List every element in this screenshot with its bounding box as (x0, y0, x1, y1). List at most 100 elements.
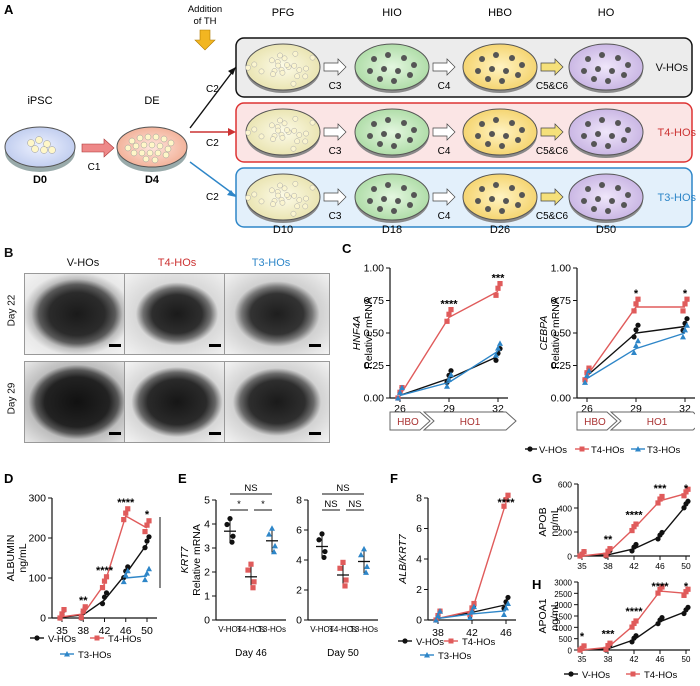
cell-dot (277, 52, 283, 59)
data-point (659, 529, 665, 536)
y-tick-label: 2 (204, 567, 210, 579)
legend-label-v: V-HOs (539, 445, 567, 456)
y-tick-label: 6 (296, 525, 302, 537)
data-point (433, 617, 439, 623)
significance-label: * (145, 509, 150, 521)
data-point (399, 384, 405, 391)
day-label-d26: D26 (490, 224, 510, 235)
stage-bar-ho1 (422, 411, 517, 431)
organoid-dot (489, 131, 495, 137)
organoid-dot (475, 133, 481, 139)
panel-a-schematic: A iPSC DE PFG HIO HBO HO D0 D4 D10 D18 D… (4, 2, 697, 235)
cell-dot (245, 194, 251, 201)
y-axis-label: APOB (537, 507, 549, 536)
data-point (629, 527, 635, 534)
x-tick-label: 35 (577, 561, 587, 571)
data-point (684, 322, 690, 328)
organoid-dot (367, 68, 373, 74)
significance-label: NS (348, 499, 361, 510)
data-point (631, 308, 637, 314)
organoid-dot (475, 68, 481, 74)
data-point (103, 574, 110, 580)
data-point (125, 506, 131, 512)
x-tick-label: 42 (630, 655, 639, 664)
stage-label-ho: HO (598, 7, 615, 19)
dish-icon-de (116, 126, 188, 172)
y-tick-label: 8 (416, 493, 422, 505)
step-label-c1: C1 (88, 162, 101, 173)
data-point (633, 327, 639, 333)
x-tick-label: 32 (679, 403, 691, 415)
data-point (495, 345, 501, 351)
data-point (497, 281, 503, 287)
culture-dish-icon (245, 43, 321, 91)
organoid-dot (625, 62, 631, 68)
legend-marker (448, 638, 454, 644)
data-point (586, 367, 592, 374)
y-tick-label: 1500 (554, 613, 572, 622)
x-tick-label: 50 (682, 655, 691, 664)
step-label: C4 (438, 211, 451, 222)
legend-marker (568, 671, 574, 677)
panel-label-c: C (342, 241, 352, 256)
data-point (682, 326, 688, 333)
stage-bar-hbo (389, 411, 431, 431)
organoid-dot (615, 185, 621, 191)
organoid-dot (503, 133, 509, 139)
organoid-dot (609, 198, 615, 204)
data-point (103, 590, 110, 596)
organoid-dot (395, 68, 401, 74)
significance-label: *** (492, 272, 506, 284)
series-line-t3-hos (399, 350, 499, 397)
y-tick-label: 0.75 (551, 295, 572, 307)
step-arrow-icon (323, 58, 347, 76)
organoid-dot (585, 56, 591, 62)
data-point (80, 608, 86, 614)
organoid-dot (493, 182, 499, 188)
micrograph-t3-day29 (224, 361, 330, 443)
organoid-dot (519, 62, 525, 68)
y-tick-label: 5 (204, 495, 210, 507)
cell-dot (303, 130, 309, 137)
cell-dot (294, 73, 300, 80)
significance-label: * (684, 581, 689, 593)
cell-dot (294, 203, 300, 210)
data-point (146, 534, 152, 540)
organoid-dot (395, 133, 401, 139)
cell-dot (275, 127, 282, 134)
step-label: C3 (329, 81, 342, 92)
significance-label: *** (654, 483, 668, 495)
y-tick-label: 0.25 (364, 360, 385, 372)
data-point (681, 505, 687, 511)
legend-label-t4: T4-HOs (462, 637, 496, 648)
organoid-dot (391, 208, 397, 214)
y-tick-label: 1.00 (551, 263, 572, 275)
data-point (337, 565, 343, 571)
organoid-dot (485, 76, 491, 82)
data-point (629, 548, 635, 554)
data-point (342, 583, 348, 589)
legend-label-v: V-HOs (582, 670, 610, 681)
data-point (316, 537, 322, 543)
data-point (469, 607, 475, 614)
data-point (142, 545, 148, 551)
x-tick-label: 46 (120, 625, 132, 637)
significance-label: NS (336, 483, 349, 494)
cell-dot (251, 126, 258, 133)
cell-dot (292, 115, 299, 122)
organoid-dot (395, 198, 401, 204)
data-point (631, 349, 637, 355)
legend-marker (34, 635, 40, 641)
culture-dish-icon (245, 173, 321, 221)
cell-dot (284, 192, 290, 198)
data-point (505, 492, 511, 498)
arrow-c1 (81, 138, 115, 158)
data-point (503, 497, 509, 503)
y-tick-label: 2000 (554, 601, 572, 610)
x-tick-label: 26 (394, 403, 406, 415)
data-point (685, 586, 691, 592)
data-point (497, 340, 503, 346)
x-tick-label: 38 (604, 655, 613, 664)
